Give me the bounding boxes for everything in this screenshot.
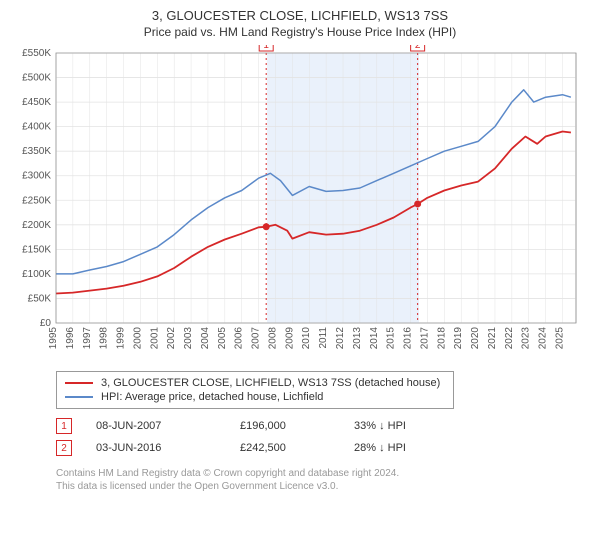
svg-text:2019: 2019 <box>453 327 464 350</box>
event-row: 1 08-JUN-2007 £196,000 33% ↓ HPI <box>56 415 588 437</box>
svg-text:2: 2 <box>415 45 421 51</box>
page-subtitle: Price paid vs. HM Land Registry's House … <box>12 25 588 39</box>
legend-item: 3, GLOUCESTER CLOSE, LICHFIELD, WS13 7SS… <box>65 376 445 390</box>
legend: 3, GLOUCESTER CLOSE, LICHFIELD, WS13 7SS… <box>56 371 454 409</box>
legend-swatch <box>65 396 93 398</box>
event-date: 03-JUN-2016 <box>96 442 216 454</box>
svg-text:2005: 2005 <box>217 327 228 350</box>
event-diff: 28% ↓ HPI <box>354 442 444 454</box>
svg-text:1995: 1995 <box>48 327 59 350</box>
svg-text:£500K: £500K <box>22 73 51 84</box>
svg-text:£450K: £450K <box>22 97 51 108</box>
svg-text:2010: 2010 <box>301 327 312 350</box>
svg-text:£350K: £350K <box>22 146 51 157</box>
svg-text:£150K: £150K <box>22 244 51 255</box>
svg-text:2011: 2011 <box>318 327 329 349</box>
legend-label: HPI: Average price, detached house, Lich… <box>101 391 323 403</box>
svg-text:2016: 2016 <box>403 327 414 350</box>
legend-item: HPI: Average price, detached house, Lich… <box>65 390 445 404</box>
svg-text:2001: 2001 <box>149 327 160 350</box>
event-price: £242,500 <box>240 442 330 454</box>
event-diff: 33% ↓ HPI <box>354 420 444 432</box>
svg-text:2022: 2022 <box>504 327 515 350</box>
svg-text:2021: 2021 <box>487 327 498 350</box>
svg-text:2020: 2020 <box>470 327 481 350</box>
svg-text:£200K: £200K <box>22 220 51 231</box>
svg-text:2013: 2013 <box>352 327 363 350</box>
svg-text:2003: 2003 <box>183 327 194 350</box>
line-chart: £0£50K£100K£150K£200K£250K£300K£350K£400… <box>12 45 588 365</box>
svg-text:2015: 2015 <box>386 327 397 350</box>
svg-text:£400K: £400K <box>22 122 51 133</box>
footer-line: Contains HM Land Registry data © Crown c… <box>56 467 588 480</box>
svg-text:£100K: £100K <box>22 269 51 280</box>
svg-text:2008: 2008 <box>267 327 278 350</box>
svg-text:£550K: £550K <box>22 48 51 59</box>
svg-text:2006: 2006 <box>234 327 245 350</box>
footer-line: This data is licensed under the Open Gov… <box>56 480 588 493</box>
chart-area: £0£50K£100K£150K£200K£250K£300K£350K£400… <box>12 45 588 365</box>
event-marker: 2 <box>56 440 72 456</box>
svg-text:£50K: £50K <box>28 293 52 304</box>
svg-text:2012: 2012 <box>335 327 346 350</box>
svg-text:2025: 2025 <box>554 327 565 350</box>
svg-text:2002: 2002 <box>166 327 177 350</box>
svg-text:2024: 2024 <box>538 327 549 350</box>
svg-text:2000: 2000 <box>132 327 143 350</box>
svg-text:2004: 2004 <box>200 327 211 350</box>
svg-text:£250K: £250K <box>22 195 51 206</box>
svg-text:1998: 1998 <box>99 327 110 350</box>
events-table: 1 08-JUN-2007 £196,000 33% ↓ HPI 2 03-JUN-201… <box>56 415 588 459</box>
svg-text:2007: 2007 <box>251 327 262 350</box>
legend-swatch <box>65 382 93 384</box>
event-price: £196,000 <box>240 420 330 432</box>
event-date: 08-JUN-2007 <box>96 420 216 432</box>
svg-text:2009: 2009 <box>284 327 295 350</box>
event-marker: 1 <box>56 418 72 434</box>
footer-attribution: Contains HM Land Registry data © Crown c… <box>56 467 588 493</box>
svg-text:2017: 2017 <box>419 327 430 350</box>
svg-text:1996: 1996 <box>65 327 76 350</box>
svg-text:£300K: £300K <box>22 171 51 182</box>
svg-text:1997: 1997 <box>82 327 93 350</box>
svg-text:1: 1 <box>263 45 269 51</box>
svg-text:2014: 2014 <box>369 327 380 350</box>
page-title: 3, GLOUCESTER CLOSE, LICHFIELD, WS13 7SS <box>12 8 588 23</box>
svg-text:2018: 2018 <box>436 327 447 350</box>
svg-text:1999: 1999 <box>116 327 127 350</box>
event-row: 2 03-JUN-2016 £242,500 28% ↓ HPI <box>56 437 588 459</box>
svg-text:2023: 2023 <box>521 327 532 350</box>
legend-label: 3, GLOUCESTER CLOSE, LICHFIELD, WS13 7SS… <box>101 377 440 389</box>
